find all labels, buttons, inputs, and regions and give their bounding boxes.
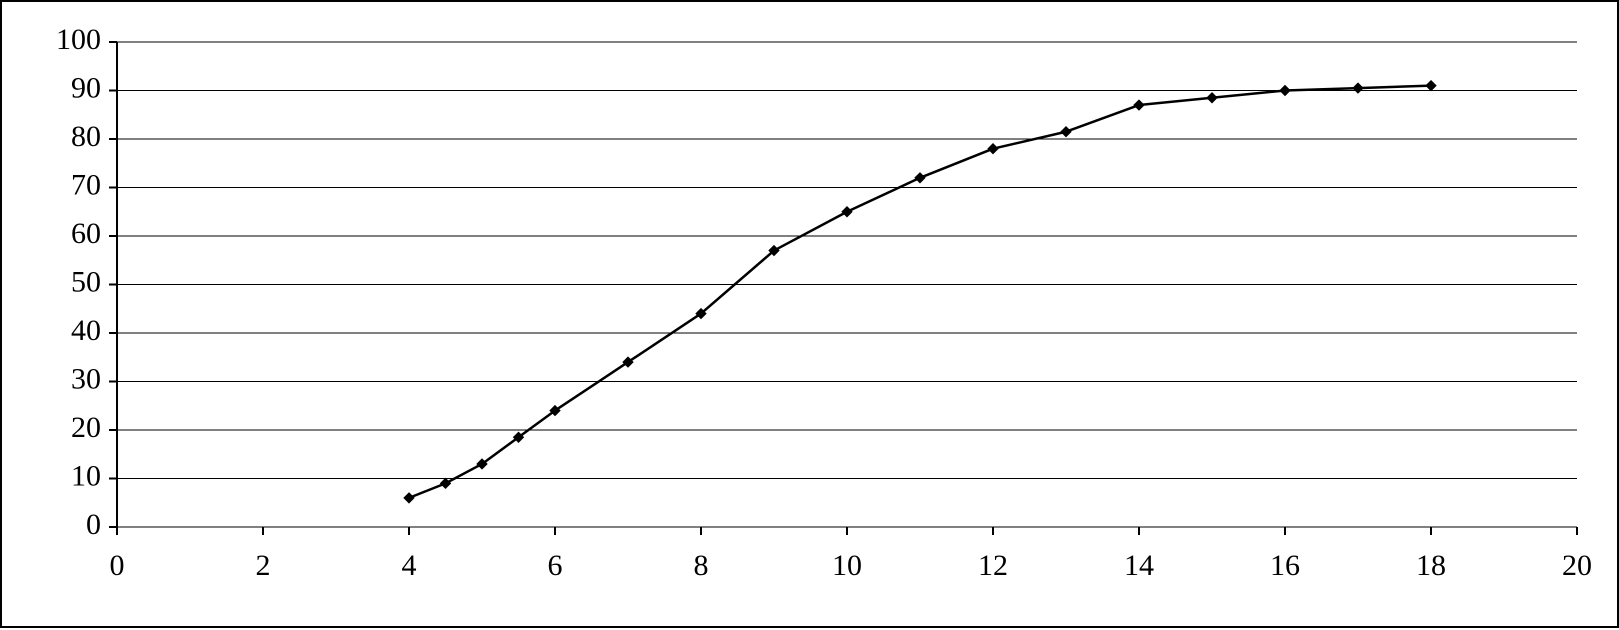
series-marker [1280,86,1290,96]
x-tick-label: 6 [548,549,563,582]
chart-frame: 0 10 20 30 40 50 60 70 80 90 100 0 2 4 6 8 10 12 14 16 18 20 [0,0,1619,628]
series-line [409,86,1431,498]
series-marker [842,207,852,217]
series-marker [915,173,925,183]
y-tick-label: 0 [86,508,101,541]
y-tick-label: 30 [71,362,101,395]
y-tick-label: 10 [71,459,101,492]
x-tick-label: 16 [1270,549,1300,582]
x-tick-label: 14 [1124,549,1154,582]
x-tick-label: 2 [256,549,271,582]
y-tick-label: 40 [71,314,101,347]
y-tick-label: 50 [71,265,101,298]
x-tick-label: 0 [110,549,125,582]
x-tick-label: 8 [694,549,709,582]
series-marker [1061,127,1071,137]
series-marker [988,144,998,154]
series-marker [1134,100,1144,110]
y-tick-label: 60 [71,217,101,250]
y-tick-label: 70 [71,168,101,201]
series-marker [404,493,414,503]
x-tick-label: 10 [832,549,862,582]
series-marker [1207,93,1217,103]
series-marker [1353,83,1363,93]
x-tick-label: 12 [978,549,1008,582]
y-tick-label: 20 [71,411,101,444]
series-marker [1426,81,1436,91]
x-tick-label: 20 [1562,549,1592,582]
y-tick-label: 80 [71,120,101,153]
line-chart: 0 10 20 30 40 50 60 70 80 90 100 0 2 4 6 8 10 12 14 16 18 20 [2,2,1619,630]
x-tick-label: 4 [402,549,417,582]
x-tick-label: 18 [1416,549,1446,582]
series-marker [441,478,451,488]
y-tick-label: 90 [71,71,101,104]
y-tick-label: 100 [56,23,101,56]
